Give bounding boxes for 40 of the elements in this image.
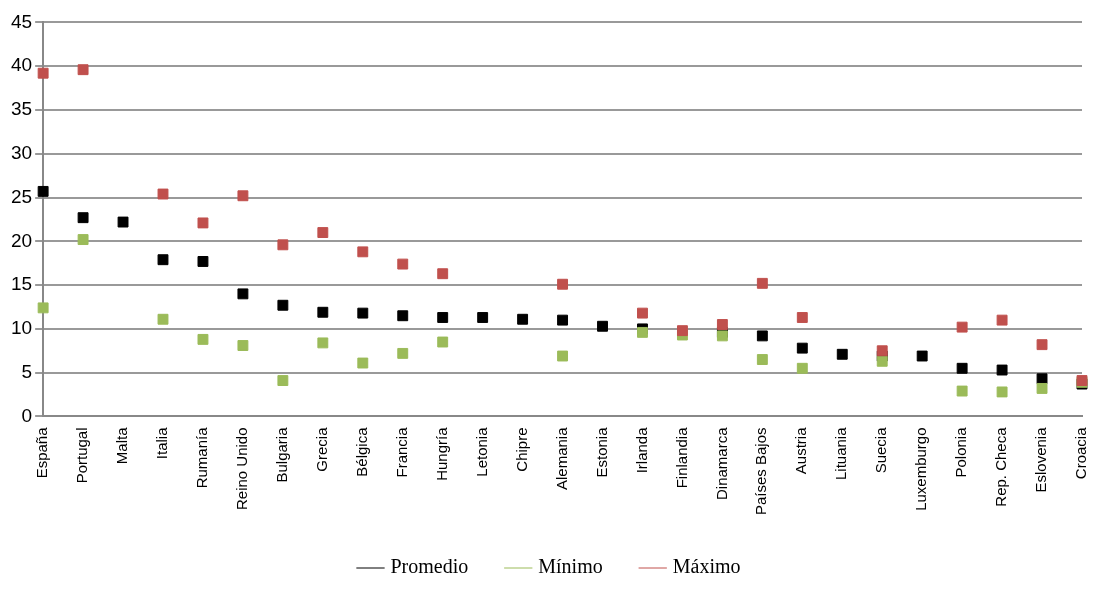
y-tick-label: 30: [10, 141, 33, 163]
x-tick-label: Francia: [392, 426, 410, 478]
x-tick-label: Alemania: [552, 426, 570, 490]
x-tick-label: Malta: [113, 426, 131, 465]
x-tick-label: Rumanía: [193, 426, 211, 489]
x-tick-label: Eslovenia: [1032, 426, 1050, 493]
x-tick-label: Dinamarca: [712, 426, 730, 500]
y-tick-label: 45: [10, 10, 33, 32]
x-tick-label: Hungría: [432, 426, 450, 481]
x-tick-label: Estonia: [592, 426, 610, 478]
x-tick-label: Croacia: [1072, 426, 1090, 480]
x-tick-label: Suecia: [872, 426, 890, 474]
x-tick-label: Bélgica: [352, 426, 370, 477]
x-tick-label: Países Bajos: [752, 427, 770, 515]
x-tick-label: España: [33, 426, 51, 479]
x-tick-label: Grecia: [312, 426, 330, 472]
x-tick-label: Bulgaria: [273, 426, 291, 483]
x-tick-label: Portugal: [73, 427, 91, 484]
x-tick-label: Irlanda: [632, 426, 650, 474]
x-tick-label: Reino Unido: [233, 427, 251, 511]
legend-label: Promedio: [390, 555, 469, 578]
y-tick-label: 15: [10, 273, 33, 295]
x-tick-label: Italia: [153, 426, 171, 460]
legend-label: Máximo: [672, 555, 741, 578]
y-tick-label: 40: [10, 54, 33, 76]
y-tick-label: 10: [10, 317, 33, 339]
x-tick-label: Luxemburgo: [912, 427, 930, 511]
y-tick-label: 25: [10, 185, 33, 207]
x-tick-label: Chipre: [512, 427, 530, 472]
x-tick-label: Austria: [792, 426, 810, 475]
legend-label: Mínimo: [538, 555, 603, 578]
y-tick-label: 5: [21, 360, 33, 382]
y-tick-label: 20: [10, 229, 33, 251]
x-tick-label: Letonia: [472, 426, 490, 477]
x-tick-label: Finlandia: [672, 426, 690, 489]
x-tick-label: Polonia: [952, 426, 970, 478]
y-tick-label: 0: [21, 404, 33, 426]
y-tick-label: 35: [10, 98, 33, 120]
x-tick-label: Rep. Checa: [992, 426, 1010, 507]
x-tick-label: Lituania: [832, 426, 850, 480]
